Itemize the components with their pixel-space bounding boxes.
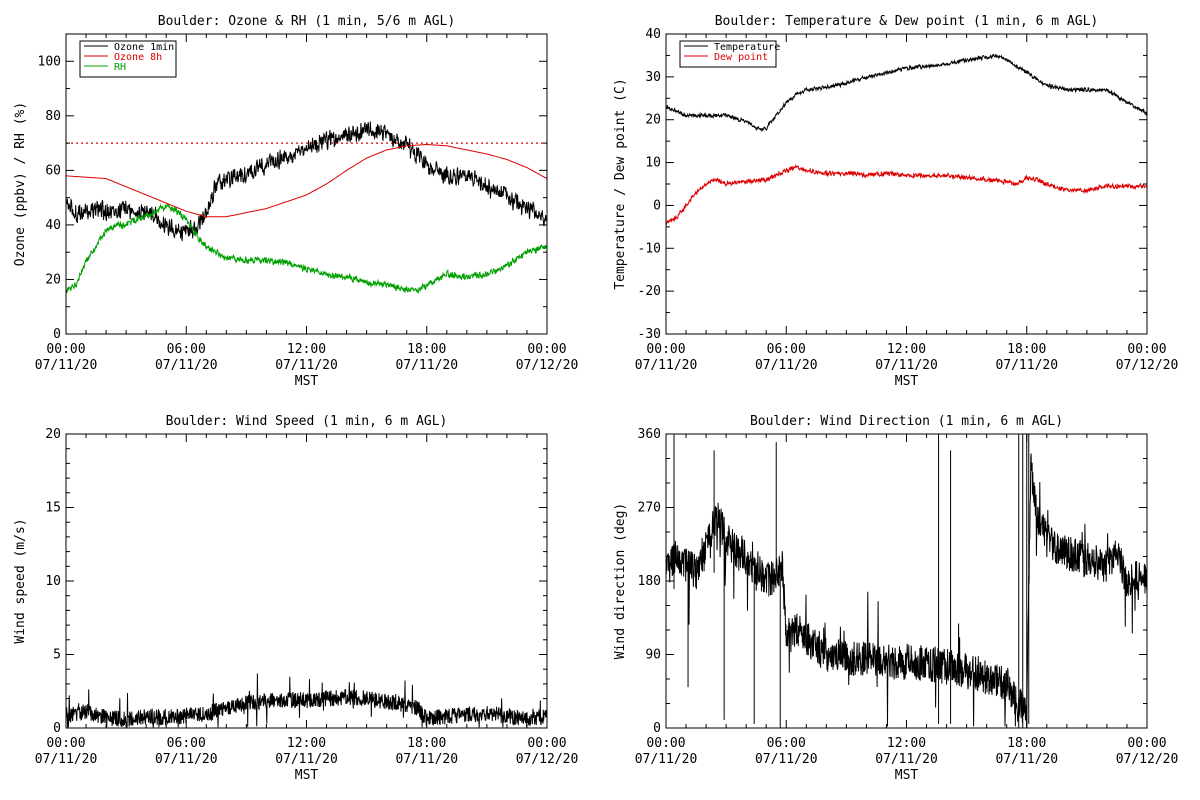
chart-title: Boulder: Wind Speed (1 min, 6 m AGL) [166,414,448,429]
y-axis-label: Temperature / Dew point (C) [613,78,628,289]
wind-direction-chart: Boulder: Wind Direction (1 min, 6 m AGL)… [613,414,1178,783]
x-tick-date: 07/11/20 [395,358,458,373]
x-tick-date: 07/11/20 [155,752,218,767]
x-tick-date: 07/11/20 [755,752,818,767]
chart-title: Boulder: Temperature & Dew point (1 min,… [715,14,1099,29]
y-tick-label: 15 [45,501,61,516]
x-tick-date: 07/12/20 [516,752,579,767]
y-tick-label: 0 [53,327,61,342]
x-tick-time: 06:00 [167,342,206,357]
y-tick-label: 0 [653,198,661,213]
y-tick-label: 90 [645,648,661,663]
x-tick-time: 00:00 [527,736,566,751]
series-line-1 [666,164,1147,227]
series-line-0 [66,121,547,242]
chart-title: Boulder: Wind Direction (1 min, 6 m AGL) [750,414,1063,429]
x-tick-time: 06:00 [167,736,206,751]
y-tick-label: 20 [45,427,61,442]
y-tick-label: -20 [638,284,661,299]
ozone-rh-chart: Boulder: Ozone & RH (1 min, 5/6 m AGL) 0 2… [13,14,578,389]
x-axis-label: MST [895,374,919,389]
x-axis-label: MST [895,768,919,783]
x-tick-time: 12:00 [287,736,326,751]
chart-title: Boulder: Ozone & RH (1 min, 5/6 m AGL) [158,14,455,29]
x-tick-date: 07/11/20 [875,358,938,373]
y-tick-label: 270 [638,501,661,516]
y-tick-label: -30 [638,327,661,342]
y-axis-label: Wind direction (deg) [613,503,628,660]
legend-label: Temperature [714,42,780,53]
x-axis-label: MST [295,374,319,389]
y-tick-label: 5 [53,648,61,663]
y-tick-label: 0 [53,721,61,736]
wind-speed-chart: Boulder: Wind Speed (1 min, 6 m AGL) 0 5 10… [13,414,578,783]
legend-label: Ozone 1min [114,42,174,53]
x-tick-time: 00:00 [646,736,685,751]
x-tick-date: 07/11/20 [635,752,698,767]
temperature-dewpoint-chart: Boulder: Temperature & Dew point (1 min,… [613,14,1178,389]
x-tick-date: 07/11/20 [995,358,1058,373]
x-tick-time: 00:00 [646,342,685,357]
legend-label: Ozone 8h [114,52,162,63]
legend-box [79,40,177,78]
y-tick-label: 10 [45,574,61,589]
x-tick-date: 07/12/20 [1116,358,1179,373]
x-tick-time: 00:00 [46,736,85,751]
x-tick-date: 07/12/20 [516,358,579,373]
x-tick-date: 07/11/20 [395,752,458,767]
x-tick-time: 18:00 [1007,736,1046,751]
x-tick-date: 07/11/20 [155,358,218,373]
plot-frame [65,433,548,729]
x-axis-label: MST [295,768,319,783]
x-tick-time: 18:00 [407,342,446,357]
series-line-1 [66,143,547,218]
y-tick-label: 180 [638,574,661,589]
y-tick-label: 40 [45,218,61,233]
legend-label: Dew point [714,52,768,63]
x-tick-date: 07/12/20 [1116,752,1179,767]
plot-frame [665,433,1148,729]
x-tick-time: 12:00 [287,342,326,357]
x-tick-time: 12:00 [887,736,926,751]
x-tick-time: 00:00 [46,342,85,357]
y-tick-label: 60 [45,163,61,178]
y-tick-label: 100 [38,54,61,69]
y-tick-label: 20 [645,113,661,128]
y-axis-label: Ozone (ppbv) / RH (%) [13,102,28,266]
legend-box [679,40,777,68]
y-tick-label: 10 [645,156,661,171]
y-tick-label: 0 [653,721,661,736]
x-tick-date: 07/11/20 [995,752,1058,767]
x-tick-time: 18:00 [407,736,446,751]
x-tick-date: 07/11/20 [635,358,698,373]
x-tick-time: 12:00 [887,342,926,357]
y-tick-label: -10 [638,241,661,256]
x-tick-date: 07/11/20 [35,358,98,373]
y-tick-label: 40 [645,27,661,42]
y-tick-label: 20 [45,272,61,287]
x-tick-date: 07/11/20 [755,358,818,373]
x-tick-time: 00:00 [527,342,566,357]
x-tick-date: 07/11/20 [35,752,98,767]
plot-frame [665,33,1148,335]
series-line-0 [666,453,1147,727]
x-tick-time: 00:00 [1127,342,1166,357]
series-line-2 [66,203,547,294]
x-tick-date: 07/11/20 [275,752,338,767]
x-tick-time: 00:00 [1127,736,1166,751]
legend-label: RH [114,62,126,73]
x-tick-time: 06:00 [767,342,806,357]
x-tick-date: 07/11/20 [275,358,338,373]
x-tick-date: 07/11/20 [875,752,938,767]
x-tick-time: 18:00 [1007,342,1046,357]
y-tick-label: 80 [45,109,61,124]
plot-frame [65,33,548,335]
series-line-0 [66,673,547,728]
y-tick-label: 30 [645,70,661,85]
x-tick-time: 06:00 [767,736,806,751]
series-line-0 [666,53,1147,133]
y-axis-label: Wind speed (m/s) [13,518,28,643]
y-tick-label: 360 [638,427,661,442]
